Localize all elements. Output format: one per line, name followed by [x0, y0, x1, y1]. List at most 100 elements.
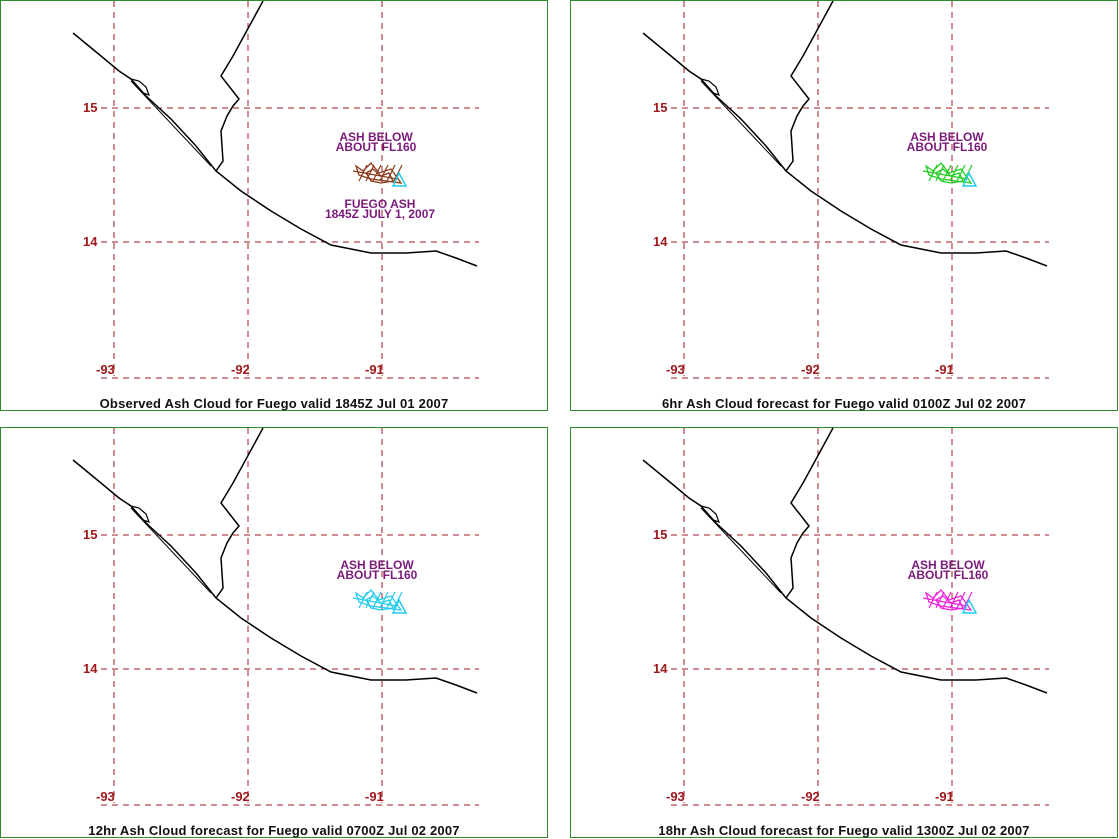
volcano-triangle: [961, 598, 978, 614]
ash-cloud-18hr: [922, 589, 973, 611]
ash-hatch-line: [372, 164, 382, 182]
map-6hr: 15 14 -93 -92 -91 ASH BELOW ABOUT FL160: [642, 1, 1049, 379]
lon-label-93: -93: [96, 789, 115, 804]
coastline: [72, 428, 478, 694]
ash-hatch-line: [935, 164, 945, 182]
map-18hr: 15 14 -93 -92 -91 ASH BELOW ABOUT FL160: [642, 428, 1049, 806]
graticule: [101, 428, 479, 806]
lat-label-14: 14: [653, 661, 668, 676]
ash-cloud-12hr: [352, 589, 403, 611]
pacific-coastline: [642, 32, 1048, 267]
ash-hatch-line: [942, 164, 952, 182]
pacific-coastline: [642, 459, 1048, 694]
coastal-shelf-line: [130, 80, 212, 167]
ash-hatch-line: [942, 591, 952, 609]
ash-hatch-line: [949, 164, 959, 182]
map-12hr: 15 14 -93 -92 -91 ASH BELOW ABOUT FL160: [72, 428, 479, 806]
ash-hatch-line: [949, 591, 959, 609]
lon-label-93: -93: [666, 789, 685, 804]
lon-label-92: -92: [801, 789, 820, 804]
ash-hatch-line: [379, 591, 389, 609]
ash-label-line2: ABOUT FL160: [908, 568, 989, 582]
coastal-inlet: [700, 78, 721, 96]
ash-cloud-outline: [365, 595, 394, 611]
ash-axis-line: [352, 597, 398, 607]
ash-axis-line: [352, 170, 398, 180]
border-line: [785, 1, 834, 172]
border-line: [215, 428, 264, 599]
ash-hatch-line: [365, 164, 375, 182]
lat-label-15: 15: [653, 527, 667, 542]
coastal-inlet: [700, 505, 721, 523]
coastline: [642, 1, 1048, 267]
coastal-inlet: [130, 505, 151, 523]
source-label-line2: 1845Z JULY 1, 2007: [325, 207, 435, 221]
lon-label-91: -91: [365, 362, 384, 377]
ash-cloud-outline: [935, 595, 964, 611]
lon-label-92: -92: [231, 362, 250, 377]
lat-label-14: 14: [83, 661, 98, 676]
border-line: [215, 1, 264, 172]
ash-label-line2: ABOUT FL160: [907, 140, 988, 154]
ash-hatch-line: [956, 164, 966, 182]
volcano-triangle: [391, 171, 408, 187]
panel-caption: 6hr Ash Cloud forecast for Fuego valid 0…: [662, 396, 1026, 411]
panel-18hr-forecast: 15 14 -93 -92 -91 ASH BELOW ABOUT FL160 …: [570, 427, 1118, 838]
panel-caption: Observed Ash Cloud for Fuego valid 1845Z…: [99, 396, 449, 411]
lat-label-15: 15: [83, 527, 97, 542]
panel-6hr-forecast: 15 14 -93 -92 -91 ASH BELOW ABOUT FL160 …: [570, 0, 1118, 411]
panel-12hr-forecast: 15 14 -93 -92 -91 ASH BELOW ABOUT FL160 …: [0, 427, 548, 838]
lon-label-91: -91: [365, 789, 384, 804]
ash-hatch-line: [386, 591, 396, 609]
border-line: [785, 428, 834, 599]
coastal-shelf-line: [130, 507, 212, 594]
volcano-triangle: [961, 171, 978, 187]
lat-label-14: 14: [83, 234, 98, 249]
panel-caption: 18hr Ash Cloud forecast for Fuego valid …: [658, 823, 1030, 838]
lat-label-15: 15: [83, 100, 97, 115]
volcano-marker-icon: [961, 598, 978, 614]
lon-label-91: -91: [935, 789, 954, 804]
coastal-shelf-line: [700, 80, 782, 167]
lon-label-91: -91: [935, 362, 954, 377]
ash-label-line1: ASH BELOW: [911, 558, 985, 572]
graticule: [671, 1, 1049, 379]
lat-label-15: 15: [653, 100, 667, 115]
lon-label-93: -93: [96, 362, 115, 377]
ash-label-line2: ABOUT FL160: [336, 140, 417, 154]
ash-hatch-line: [365, 591, 375, 609]
lat-label-14: 14: [653, 234, 668, 249]
volcano-marker-icon: [961, 171, 978, 187]
ash-label-line2: ABOUT FL160: [337, 568, 418, 582]
lon-label-92: -92: [801, 362, 820, 377]
ash-axis-line: [922, 170, 968, 180]
volcano-marker-icon: [391, 598, 408, 614]
map-observed: 15 14 -93 -92 -91 ASH BELOW ABOUT FL160 …: [72, 1, 479, 379]
ash-hatch-line: [386, 164, 396, 182]
pacific-coastline: [72, 459, 478, 694]
ash-axis-line: [922, 597, 968, 607]
ash-cloud-6hr: [922, 162, 973, 184]
ash-hatch-line: [956, 591, 966, 609]
ash-cloud-outline: [365, 168, 394, 184]
coastline: [642, 428, 1048, 694]
ash-label-line1: ASH BELOW: [339, 130, 413, 144]
graticule: [101, 1, 479, 379]
ash-label-line1: ASH BELOW: [340, 558, 414, 572]
volcano-marker-icon: [391, 171, 408, 187]
coastal-inlet: [130, 78, 151, 96]
ash-hatch-line: [379, 164, 389, 182]
graticule: [671, 428, 1049, 806]
ash-cloud-outline: [935, 168, 964, 184]
pacific-coastline: [72, 32, 478, 267]
lon-label-92: -92: [231, 789, 250, 804]
panel-observed: 15 14 -93 -92 -91 ASH BELOW ABOUT FL160 …: [0, 0, 548, 411]
ash-label-line1: ASH BELOW: [910, 130, 984, 144]
panel-caption: 12hr Ash Cloud forecast for Fuego valid …: [88, 823, 460, 838]
source-label-line1: FUEGO ASH: [345, 197, 416, 211]
ash-hatch-line: [372, 591, 382, 609]
ash-cloud-observed: [352, 162, 403, 184]
ash-hatch-line: [935, 591, 945, 609]
volcano-triangle: [391, 598, 408, 614]
coastline: [72, 1, 478, 267]
